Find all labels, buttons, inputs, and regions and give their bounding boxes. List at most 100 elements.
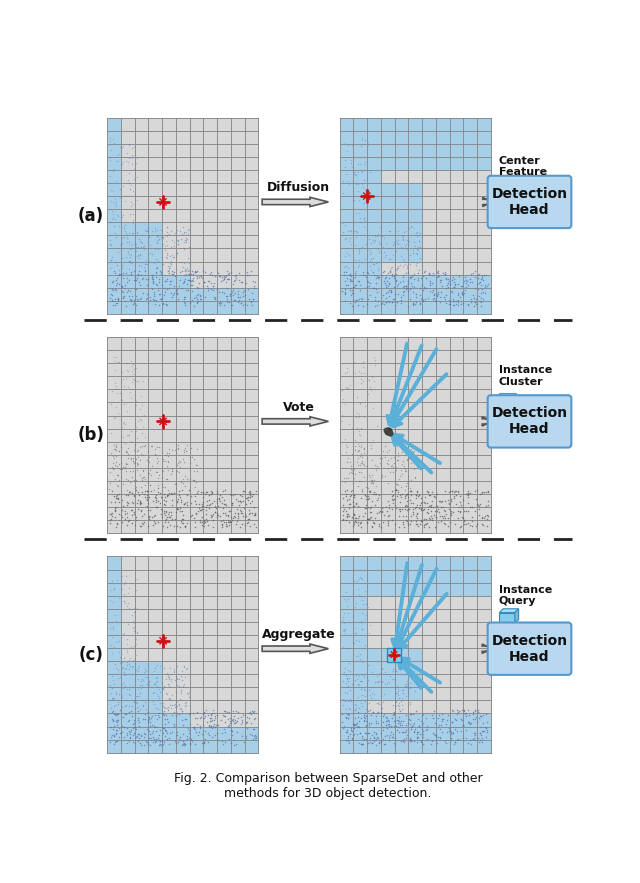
Point	[122, 457, 132, 471]
Point	[404, 282, 415, 296]
Point	[134, 488, 145, 502]
Point	[363, 492, 373, 506]
Point	[108, 204, 118, 218]
Bar	[340, 301, 353, 313]
Point	[248, 731, 258, 745]
Point	[173, 442, 183, 456]
Point	[109, 736, 119, 751]
Point	[117, 582, 127, 596]
Point	[350, 718, 360, 732]
Bar	[436, 117, 449, 131]
Point	[184, 685, 194, 699]
Point	[236, 494, 246, 509]
Point	[390, 714, 400, 728]
Point	[152, 486, 163, 500]
Point	[207, 721, 217, 735]
Point	[172, 659, 182, 673]
Point	[351, 278, 361, 292]
Point	[397, 467, 408, 481]
Point	[353, 474, 364, 488]
Point	[200, 515, 210, 529]
Point	[117, 515, 127, 529]
Point	[247, 506, 257, 520]
Point	[134, 232, 145, 246]
Point	[402, 452, 412, 466]
Bar	[367, 196, 381, 209]
Point	[481, 268, 492, 282]
Point	[340, 668, 351, 682]
Point	[476, 510, 486, 525]
Point	[429, 704, 440, 718]
Point	[384, 733, 394, 747]
Point	[138, 713, 148, 727]
Bar	[134, 288, 148, 301]
Point	[172, 233, 182, 247]
Point	[166, 508, 176, 522]
Point	[181, 231, 191, 245]
Point	[121, 707, 131, 721]
Point	[110, 457, 120, 472]
Point	[109, 461, 120, 475]
Point	[383, 284, 394, 298]
Point	[151, 261, 161, 275]
Point	[387, 459, 397, 473]
Point	[342, 509, 352, 523]
Point	[113, 663, 123, 677]
Point	[466, 267, 476, 281]
Point	[468, 267, 478, 281]
Point	[128, 681, 138, 695]
Bar	[395, 131, 408, 144]
Point	[371, 498, 381, 512]
Point	[349, 514, 360, 528]
Point	[116, 471, 126, 485]
Point	[358, 410, 369, 424]
Point	[390, 287, 400, 301]
Point	[178, 718, 188, 732]
Point	[123, 245, 133, 259]
Bar	[353, 635, 367, 648]
Point	[184, 707, 194, 721]
Point	[472, 483, 483, 497]
Point	[463, 486, 473, 500]
Point	[163, 227, 173, 241]
Point	[172, 699, 182, 713]
Point	[166, 698, 177, 713]
Point	[360, 708, 371, 722]
Point	[356, 688, 367, 702]
Point	[349, 355, 359, 369]
Point	[406, 722, 416, 736]
Point	[458, 718, 468, 732]
Point	[209, 504, 220, 518]
Point	[122, 228, 132, 242]
Point	[124, 176, 134, 190]
Bar	[353, 608, 367, 622]
Point	[411, 517, 421, 531]
Point	[152, 229, 162, 243]
Bar	[148, 727, 162, 740]
Point	[153, 494, 163, 508]
Point	[107, 728, 117, 742]
Point	[143, 229, 154, 243]
Point	[225, 736, 236, 750]
Point	[381, 718, 391, 732]
Bar	[395, 687, 408, 700]
Point	[221, 508, 232, 522]
Point	[221, 292, 232, 306]
Bar	[134, 687, 148, 700]
Point	[220, 709, 230, 723]
Point	[119, 587, 129, 601]
Bar	[148, 275, 162, 288]
Point	[228, 487, 238, 502]
Bar	[189, 288, 204, 301]
Point	[172, 736, 182, 750]
Text: Detection
Head: Detection Head	[492, 406, 568, 436]
Point	[248, 721, 259, 736]
Point	[111, 727, 122, 741]
Point	[479, 486, 490, 500]
Point	[106, 509, 116, 523]
Point	[122, 427, 132, 442]
Point	[135, 495, 145, 509]
Point	[120, 460, 131, 474]
Point	[404, 221, 415, 235]
Point	[113, 713, 124, 727]
